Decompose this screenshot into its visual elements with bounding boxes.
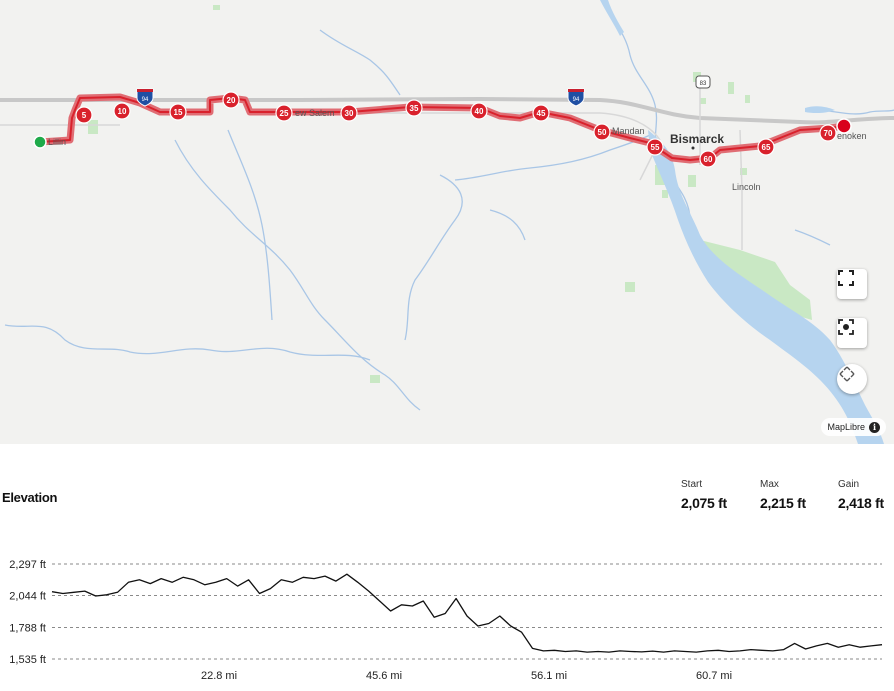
info-icon[interactable]: i (869, 421, 880, 433)
mile-marker (169, 103, 187, 121)
city-dot-bismarck (691, 146, 695, 150)
stat-gain: Gain 2,418 ft (838, 479, 884, 511)
elevation-line[interactable] (51, 573, 883, 653)
stat-label: Max (760, 479, 779, 490)
stat-value: 2,215 ft (760, 495, 806, 511)
x-tick-label: 60.7 mi (696, 670, 732, 682)
mile-marker (646, 138, 664, 156)
end-marker[interactable] (836, 118, 852, 134)
mile-marker (699, 150, 717, 168)
park-areas (88, 5, 812, 383)
mile-marker (757, 138, 775, 156)
x-tick-label: 22.8 mi (201, 670, 237, 682)
mile-marker-label: 40 (475, 107, 484, 116)
elevation-chart[interactable]: 2,297 ft 2,044 ft 1,788 ft 1,535 ft 22.8 mi 4… (0, 548, 894, 691)
stat-value: 2,075 ft (681, 495, 727, 511)
stat-label: Start (681, 479, 703, 490)
attribution-label: MapLibre (827, 422, 865, 432)
river-water (600, 0, 884, 444)
mile-marker (340, 104, 358, 122)
roads (0, 80, 743, 250)
place-label-mandan: Mandan (612, 126, 645, 136)
map-attribution[interactable]: MapLibre i (821, 418, 886, 436)
place-label-menoken: enoken (837, 131, 867, 141)
route-map[interactable]: 5 10 15 20 25 30 35 40 45 50 55 60 65 70 94 94 83 Bis… (0, 0, 894, 444)
mile-marker (275, 104, 293, 122)
mile-marker (532, 104, 550, 122)
highway-shield-94-west: 94 (136, 88, 154, 107)
mile-marker-label: 50 (598, 128, 607, 137)
highway-shield-83: 83 (695, 75, 711, 89)
mile-marker (75, 106, 93, 124)
y-tick-label: 1,788 ft (9, 622, 46, 634)
stat-value: 2,418 ft (838, 495, 884, 511)
elevation-title: Elevation (2, 490, 58, 505)
mile-markers: 5 10 15 20 25 30 35 40 45 50 55 60 65 70 (75, 91, 837, 168)
place-label-bismarck: Bismarck (670, 132, 725, 146)
place-label-start-town: Lillin (48, 137, 67, 147)
y-tick-label: 1,535 ft (9, 654, 46, 666)
mile-marker-label: 5 (82, 111, 87, 120)
shield-label: 83 (700, 81, 707, 87)
locate-button[interactable] (837, 318, 867, 348)
compass-icon (839, 366, 855, 382)
x-tick-label: 45.6 mi (366, 670, 402, 682)
mile-marker (593, 123, 611, 141)
mile-marker (222, 91, 240, 109)
x-tick-label: 56.1 mi (531, 670, 567, 682)
highway-shield-94-east: 94 (567, 88, 585, 107)
fullscreen-button[interactable] (837, 269, 867, 299)
map-canvas[interactable]: 5 10 15 20 25 30 35 40 45 50 55 60 65 70 94 94 83 (0, 0, 894, 444)
mile-marker (819, 124, 837, 142)
mile-marker (405, 99, 423, 117)
mile-marker-label: 65 (762, 143, 771, 152)
stat-start: Start 2,075 ft (681, 479, 727, 511)
y-tick-label: 2,297 ft (9, 559, 46, 571)
mile-marker-label: 10 (118, 107, 127, 116)
mile-marker-label: 15 (174, 108, 183, 117)
mile-marker (470, 102, 488, 120)
stat-max: Max 2,215 ft (760, 479, 806, 511)
mile-marker-label: 35 (410, 104, 419, 113)
start-marker[interactable] (33, 135, 47, 149)
shield-label: 94 (142, 97, 149, 103)
place-label-lincoln: Lincoln (732, 182, 761, 192)
shield-label: 94 (573, 97, 580, 103)
place-label-new-salem: ew Salem (295, 108, 335, 118)
mile-marker (113, 102, 131, 120)
stat-label: Gain (838, 479, 860, 490)
mile-marker-label: 20 (227, 96, 236, 105)
mile-marker-label: 45 (537, 109, 546, 118)
mile-marker-label: 60 (704, 155, 713, 164)
mile-marker-label: 30 (345, 109, 354, 118)
fullscreen-icon (838, 270, 854, 286)
mile-marker-label: 25 (280, 109, 289, 118)
rivers (4, 0, 894, 411)
y-tick-label: 2,044 ft (9, 591, 46, 603)
mile-marker-label: 55 (651, 143, 660, 152)
compass-button[interactable] (837, 364, 867, 394)
interstate-94 (0, 96, 894, 125)
locate-icon (838, 319, 854, 335)
mile-marker-label: 70 (824, 129, 833, 138)
